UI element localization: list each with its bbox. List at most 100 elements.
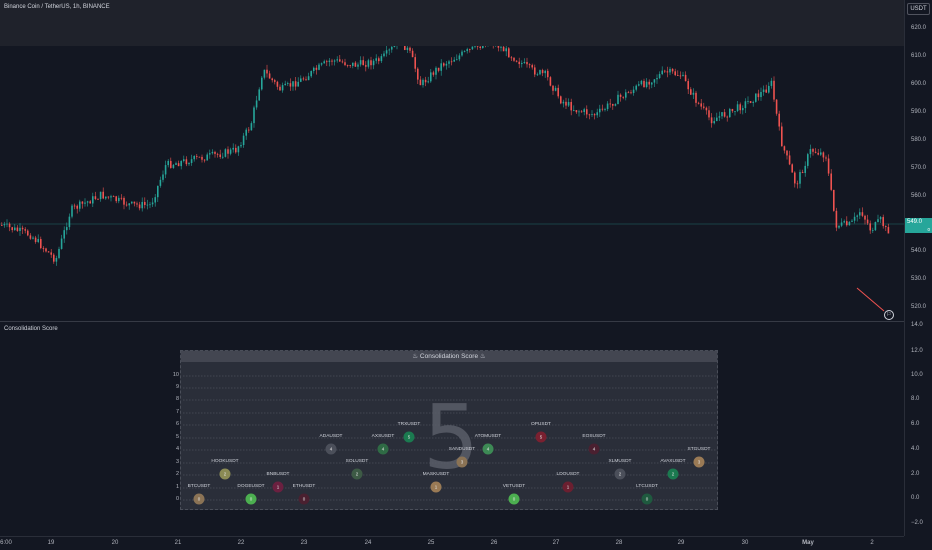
symbol-score-dot: 4 bbox=[482, 443, 494, 455]
candle bbox=[281, 82, 284, 93]
symbol-score-dot: 4 bbox=[588, 443, 600, 455]
candle bbox=[58, 246, 60, 260]
consolidation-score-panel: ♨ Consolidation Score ♨ bbox=[180, 350, 718, 510]
time-axis[interactable]: 6:00 19 20 21 22 23 24 25 26 27 28 29 30 May 2 bbox=[0, 536, 904, 550]
candle bbox=[804, 161, 806, 177]
candle bbox=[170, 157, 172, 169]
currency-button[interactable]: USDT bbox=[907, 3, 930, 15]
candle bbox=[331, 58, 333, 66]
candle bbox=[133, 201, 136, 207]
price-chart-pane[interactable] bbox=[0, 0, 904, 321]
candle bbox=[762, 85, 765, 96]
candle bbox=[302, 76, 305, 81]
candle bbox=[107, 196, 110, 200]
symbol-score-dot: 3 bbox=[693, 456, 705, 468]
last-price-label: 549.0 0 bbox=[905, 218, 932, 233]
candle bbox=[112, 195, 115, 198]
candle bbox=[406, 44, 409, 54]
candle bbox=[440, 59, 442, 76]
symbol-score-dot: 0 bbox=[193, 493, 205, 505]
candle bbox=[255, 95, 258, 110]
symbol-score-dot: 4 bbox=[377, 443, 389, 455]
indicator-axis-label: 10.0 bbox=[911, 372, 923, 378]
candle bbox=[432, 70, 435, 77]
candle bbox=[601, 104, 604, 112]
candle bbox=[289, 78, 292, 91]
candle bbox=[588, 113, 591, 120]
candle bbox=[765, 84, 767, 94]
candle bbox=[388, 48, 390, 55]
symbol-score-dot: 0 bbox=[508, 493, 520, 505]
candle bbox=[266, 64, 268, 78]
symbol-score-dot: 2 bbox=[219, 468, 231, 480]
pane-divider[interactable] bbox=[0, 321, 904, 322]
candle bbox=[679, 71, 682, 79]
candle bbox=[799, 169, 801, 189]
candle bbox=[128, 202, 130, 210]
candle bbox=[154, 194, 156, 207]
candle bbox=[856, 214, 858, 222]
flag-icon[interactable]: ⚐ bbox=[884, 310, 894, 320]
price-axis-label: 530.0 bbox=[911, 276, 927, 282]
candle bbox=[430, 69, 432, 83]
candle bbox=[742, 105, 744, 115]
symbol-score-dot: 2 bbox=[351, 468, 363, 480]
candle bbox=[346, 64, 349, 68]
candle bbox=[697, 101, 700, 105]
candle bbox=[879, 216, 882, 224]
candle bbox=[300, 75, 302, 83]
symbol-label: VETUSDT bbox=[502, 484, 526, 489]
candle bbox=[612, 103, 614, 110]
candle bbox=[383, 50, 385, 58]
candle bbox=[822, 151, 825, 163]
indicator-title[interactable]: Consolidation Score bbox=[4, 326, 58, 332]
candle bbox=[445, 61, 448, 70]
symbol-label: BNBUSDT bbox=[266, 472, 290, 477]
price-axis-label: 540.0 bbox=[911, 248, 927, 254]
score-panel-grid bbox=[183, 375, 717, 501]
time-axis-label: 26 bbox=[490, 540, 498, 546]
price-axis[interactable]: 620.0 610.0 600.0 590.0 580.0 570.0 560.0 540.0… bbox=[904, 0, 932, 536]
candle bbox=[887, 223, 890, 234]
candle bbox=[443, 62, 445, 68]
candle bbox=[625, 89, 627, 101]
candle bbox=[723, 108, 726, 118]
candle bbox=[63, 226, 65, 243]
candle bbox=[747, 96, 749, 105]
candle bbox=[554, 85, 557, 92]
symbol-label: ETHUSDT bbox=[292, 484, 316, 489]
last-price-value: 549.0 bbox=[907, 219, 923, 225]
candle bbox=[136, 201, 138, 208]
candle bbox=[604, 107, 606, 112]
candle bbox=[775, 99, 778, 116]
candle bbox=[60, 234, 63, 250]
symbol-label: EOSUSDT bbox=[582, 434, 606, 439]
candle bbox=[734, 110, 736, 116]
candle bbox=[565, 97, 567, 110]
symbol-score-dot: 5 bbox=[535, 431, 547, 443]
candle bbox=[216, 152, 219, 158]
candle bbox=[703, 102, 705, 110]
candle bbox=[843, 219, 845, 224]
indicator-axis-label: −2.0 bbox=[911, 520, 923, 526]
candle bbox=[830, 169, 832, 192]
time-axis-label: 21 bbox=[174, 540, 182, 546]
chart-title[interactable]: Binance Coin / TetherUS, 1h, BINANCE bbox=[4, 4, 110, 10]
candle bbox=[809, 144, 812, 158]
candle bbox=[370, 56, 372, 70]
candle bbox=[708, 106, 710, 121]
candle bbox=[94, 191, 97, 201]
candle bbox=[110, 194, 112, 202]
candle bbox=[115, 195, 117, 204]
candle bbox=[573, 105, 575, 112]
candle bbox=[526, 57, 528, 68]
candle bbox=[81, 201, 84, 209]
candle bbox=[354, 61, 357, 67]
candle bbox=[471, 46, 474, 51]
candle bbox=[508, 46, 510, 58]
candle bbox=[157, 185, 159, 203]
candle bbox=[250, 121, 253, 131]
candle bbox=[297, 77, 299, 87]
candle bbox=[614, 103, 617, 107]
candle bbox=[71, 203, 73, 219]
